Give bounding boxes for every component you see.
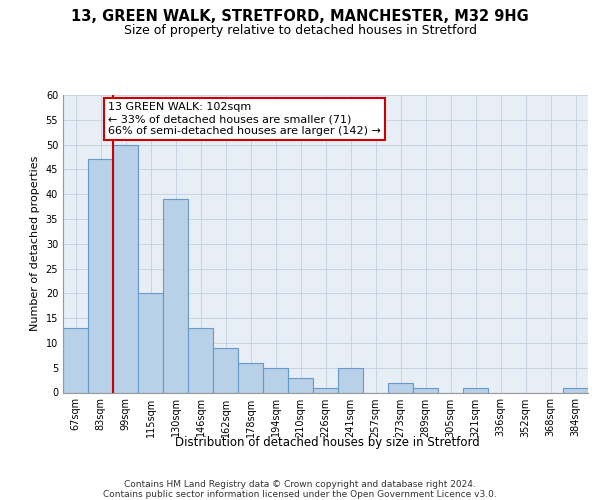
Bar xyxy=(388,382,413,392)
Bar xyxy=(88,160,113,392)
Text: Distribution of detached houses by size in Stretford: Distribution of detached houses by size … xyxy=(175,436,479,449)
Bar xyxy=(238,363,263,392)
Bar xyxy=(338,368,363,392)
Bar xyxy=(263,368,288,392)
Bar xyxy=(163,199,188,392)
Text: 13 GREEN WALK: 102sqm
← 33% of detached houses are smaller (71)
66% of semi-deta: 13 GREEN WALK: 102sqm ← 33% of detached … xyxy=(108,102,381,136)
Bar xyxy=(413,388,438,392)
Bar xyxy=(213,348,238,393)
Bar xyxy=(188,328,213,392)
Bar xyxy=(313,388,338,392)
Bar xyxy=(113,144,138,392)
Bar xyxy=(288,378,313,392)
Bar xyxy=(563,388,588,392)
Bar xyxy=(138,294,163,392)
Y-axis label: Number of detached properties: Number of detached properties xyxy=(30,156,40,332)
Text: Contains HM Land Registry data © Crown copyright and database right 2024.
Contai: Contains HM Land Registry data © Crown c… xyxy=(103,480,497,499)
Bar xyxy=(63,328,88,392)
Text: 13, GREEN WALK, STRETFORD, MANCHESTER, M32 9HG: 13, GREEN WALK, STRETFORD, MANCHESTER, M… xyxy=(71,9,529,24)
Text: Size of property relative to detached houses in Stretford: Size of property relative to detached ho… xyxy=(124,24,476,37)
Bar xyxy=(463,388,488,392)
